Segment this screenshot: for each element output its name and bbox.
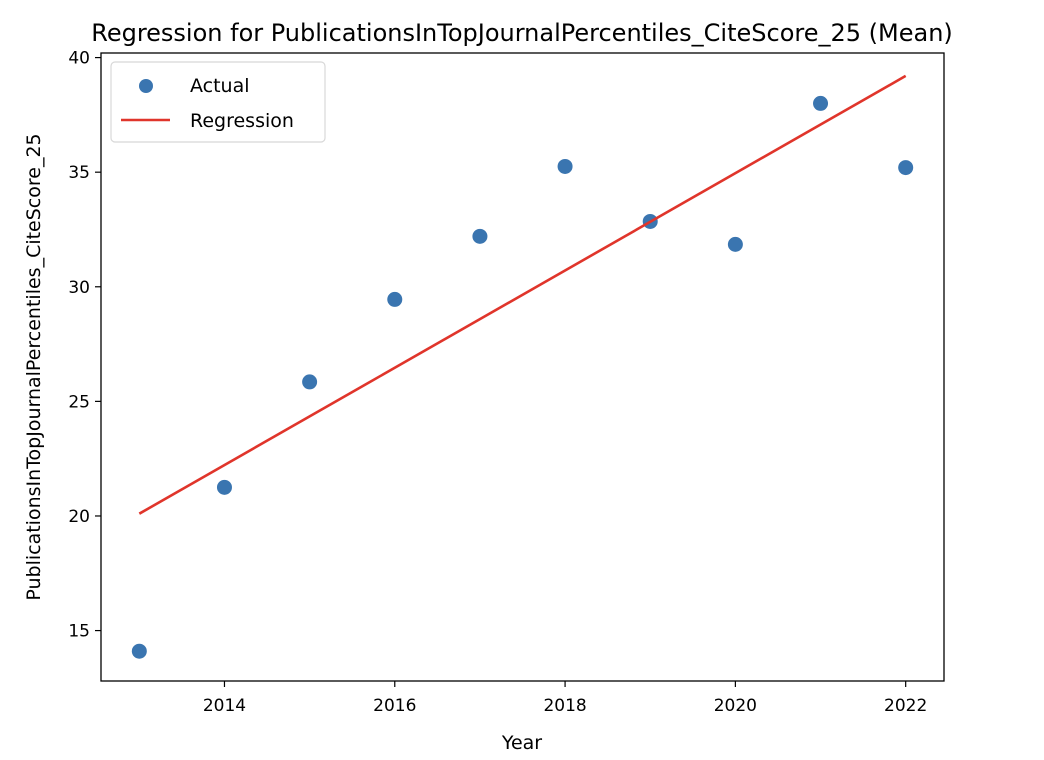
y-tick-label: 35 (68, 163, 90, 183)
x-tick-label: 2016 (373, 696, 416, 716)
data-point (387, 291, 403, 307)
chart-title: Regression for PublicationsInTopJournalP… (91, 19, 953, 47)
x-tick-label: 2018 (543, 696, 586, 716)
legend-regression-label: Regression (190, 110, 294, 132)
plot-area-frame (100, 52, 945, 682)
data-point (898, 160, 914, 176)
legend-box (110, 61, 326, 143)
data-marks (131, 74, 914, 659)
y-tick-label: 25 (68, 392, 90, 412)
data-point (472, 228, 488, 244)
y-tick-label: 40 (68, 49, 90, 69)
x-axis-ticks: 2014 2016 2018 2020 2022 (203, 681, 927, 716)
data-point (557, 158, 573, 174)
data-point (727, 236, 743, 252)
legend-actual-marker (139, 79, 153, 93)
data-point (131, 643, 147, 659)
y-tick-label: 15 (68, 622, 90, 642)
data-point (302, 374, 318, 390)
data-point (813, 95, 829, 111)
x-tick-label: 2022 (884, 696, 927, 716)
y-tick-label: 20 (68, 507, 90, 527)
regression-line (138, 74, 907, 515)
data-point (216, 479, 232, 495)
y-tick-label: 30 (68, 278, 90, 298)
x-tick-label: 2014 (203, 696, 246, 716)
y-axis-ticks: 15 20 25 30 35 40 (68, 49, 101, 642)
legend-actual-label: Actual (190, 75, 250, 97)
x-axis-label: Year (501, 732, 542, 754)
x-tick-label: 2020 (714, 696, 757, 716)
y-axis-label: PublicationsInTopJournalPercentiles_Cite… (23, 133, 45, 600)
legend: Actual Regression (110, 61, 326, 143)
